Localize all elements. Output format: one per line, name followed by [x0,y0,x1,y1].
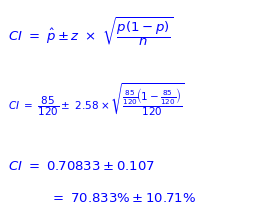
Text: $CI \ = \ \hat{p} \pm z \ \times \ \sqrt{\dfrac{p(1-p)}{n}}$: $CI \ = \ \hat{p} \pm z \ \times \ \sqrt… [8,15,174,49]
Text: $= \ 70.833\% \pm 10.71\%$: $= \ 70.833\% \pm 10.71\%$ [50,191,196,205]
Text: $CI \ = \ \dfrac{85}{120} \pm \ 2.58 \times \sqrt{\dfrac{\frac{85}{120}\!\left(1: $CI \ = \ \dfrac{85}{120} \pm \ 2.58 \ti… [8,82,185,119]
Text: $CI \ = \ 0.70833 \pm 0.107$: $CI \ = \ 0.70833 \pm 0.107$ [8,160,155,173]
